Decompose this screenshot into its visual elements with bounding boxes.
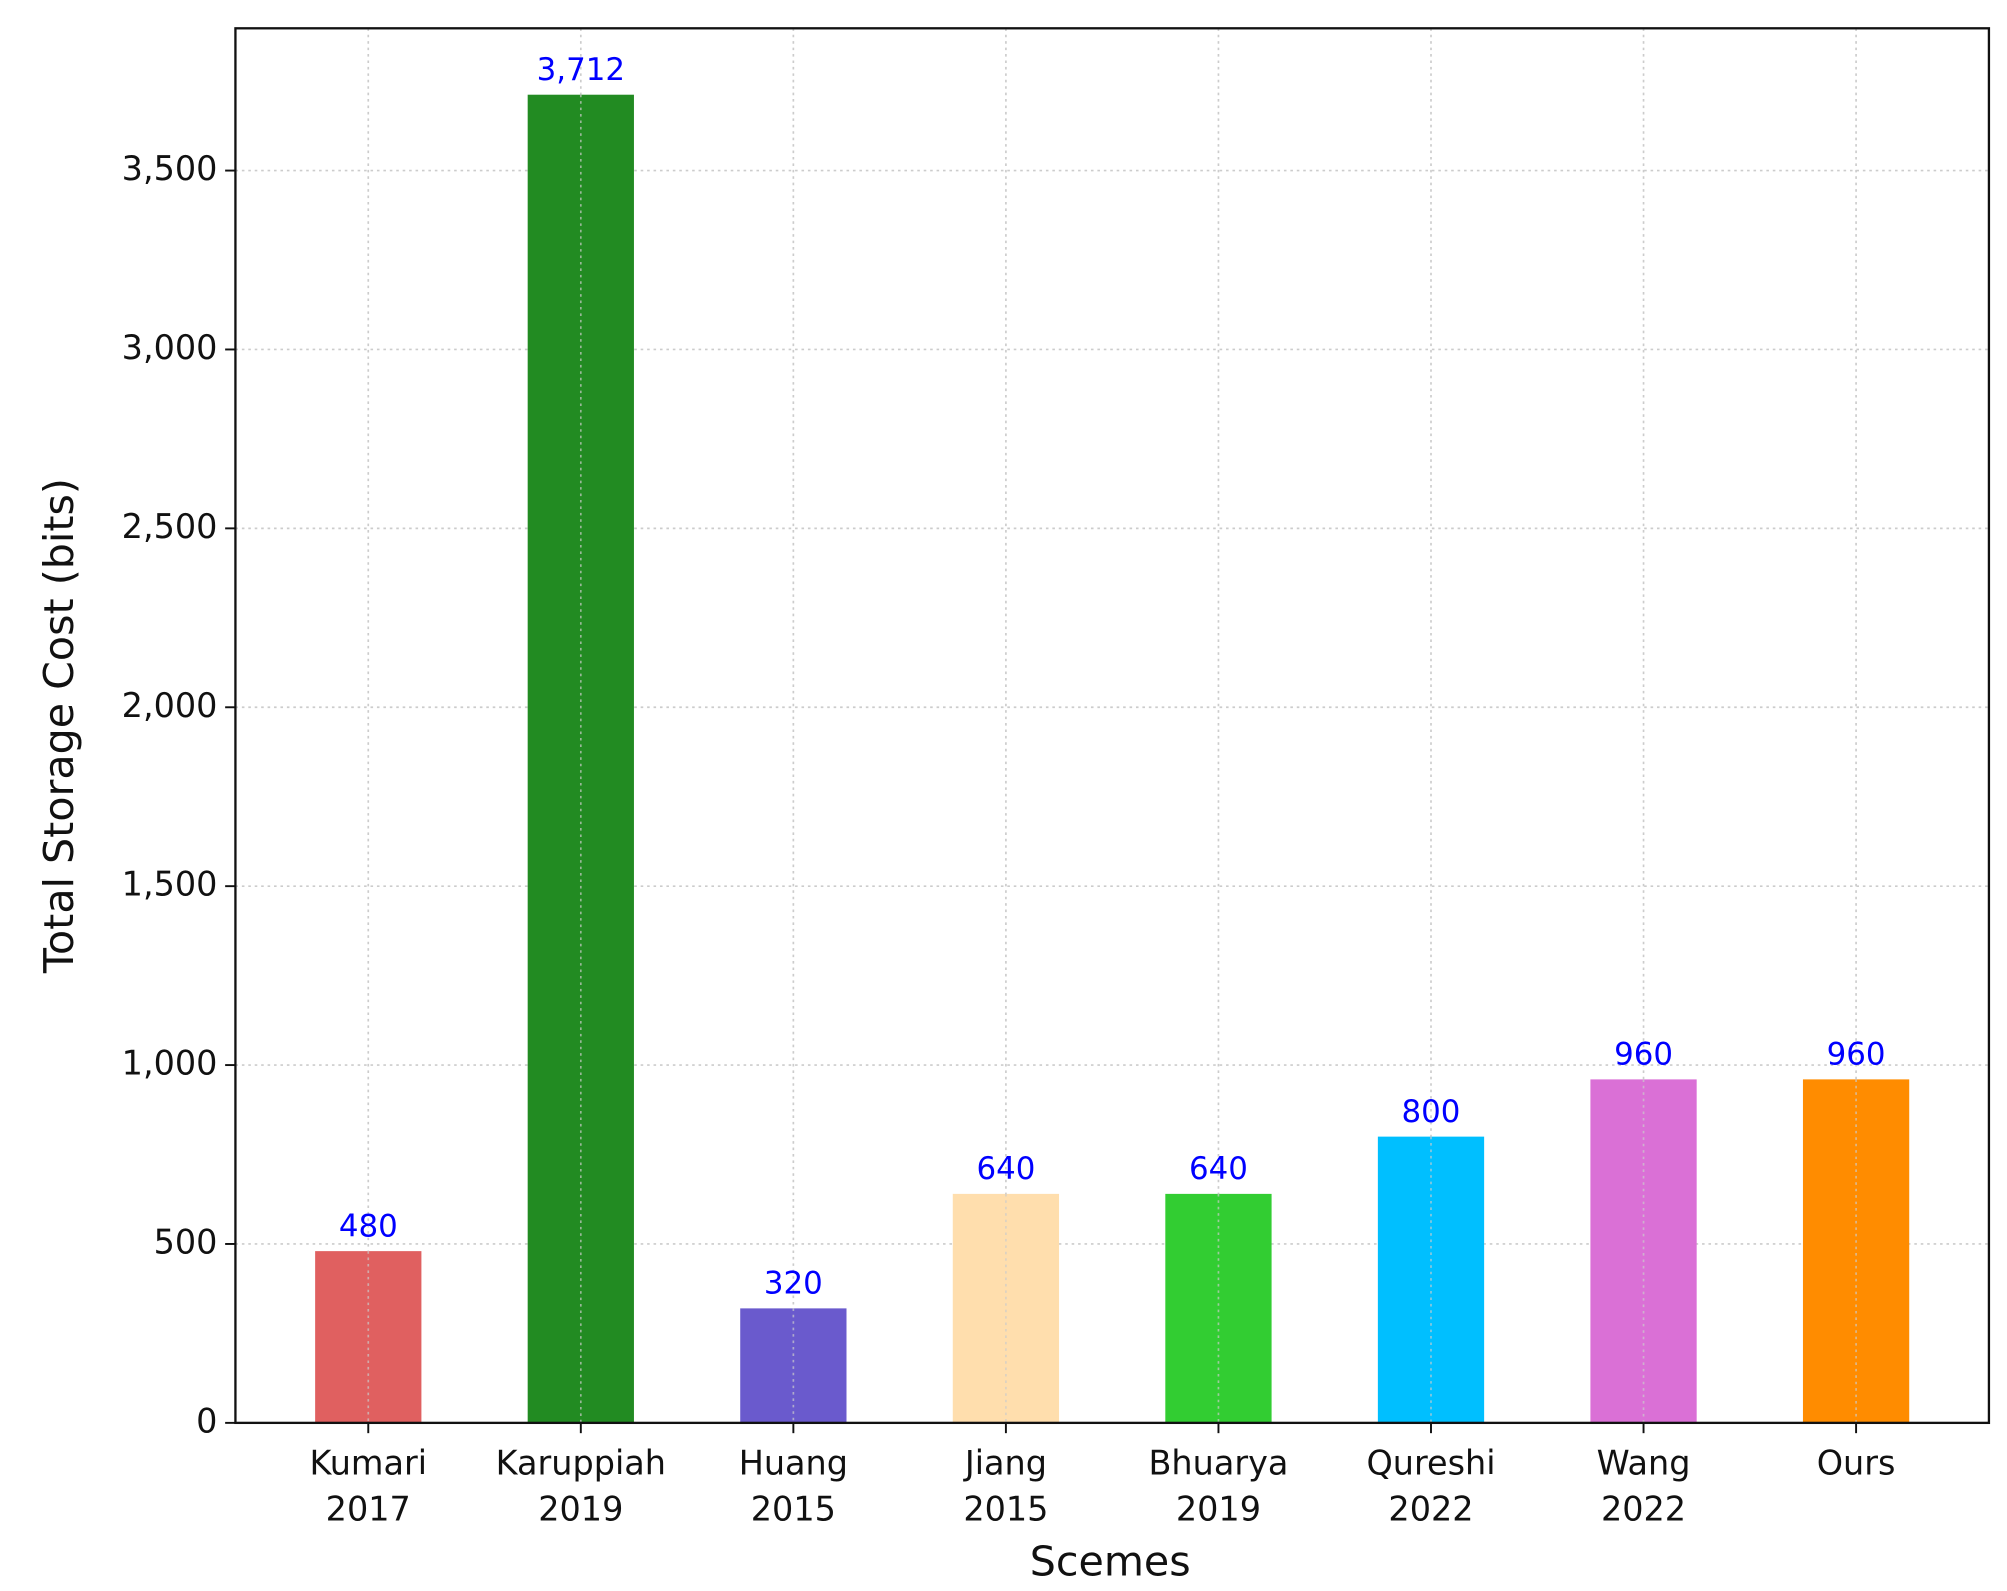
y-tick-label: 1,500 [122, 865, 218, 904]
bar [1590, 1079, 1697, 1423]
x-tick-label: Qureshi 2022 [1366, 1444, 1496, 1530]
value-label: 960 [1614, 1037, 1673, 1073]
x-tick-label: Huang 2015 [738, 1444, 848, 1530]
x-tick-label: Kumari 2017 [309, 1444, 428, 1530]
value-label: 480 [339, 1208, 398, 1244]
x-axis-label: Scemes [1030, 1537, 1191, 1585]
value-label: 800 [1402, 1094, 1461, 1130]
y-tick-label: 3,500 [122, 149, 218, 188]
y-tick-label: 500 [154, 1222, 218, 1261]
value-label: 640 [1189, 1151, 1248, 1187]
value-label: 3,712 [537, 52, 625, 88]
value-label: 960 [1827, 1037, 1886, 1073]
bar [740, 1308, 847, 1423]
value-label: 320 [764, 1266, 823, 1302]
bar [1165, 1193, 1272, 1423]
y-tick-label: 2,500 [122, 507, 218, 546]
value-label: 640 [976, 1151, 1035, 1187]
y-tick-label: 1,000 [122, 1044, 218, 1083]
y-axis-label: Total Storage Cost (bits) [35, 478, 83, 974]
x-tick-label: Jiang 2015 [963, 1444, 1049, 1530]
y-tick-label: 3,000 [122, 328, 218, 367]
x-tick-label: Ours [1816, 1444, 1896, 1484]
x-tick-label: Wang 2022 [1596, 1444, 1691, 1530]
y-tick-label: 2,000 [122, 686, 218, 725]
bar [952, 1193, 1060, 1423]
bar [1802, 1079, 1910, 1423]
x-tick-label: Bhuarya 2019 [1148, 1444, 1289, 1530]
plot-frame [234, 27, 1991, 1425]
y-tick-label: 0 [196, 1401, 217, 1440]
x-tick-label: Karuppiah 2019 [495, 1444, 666, 1530]
